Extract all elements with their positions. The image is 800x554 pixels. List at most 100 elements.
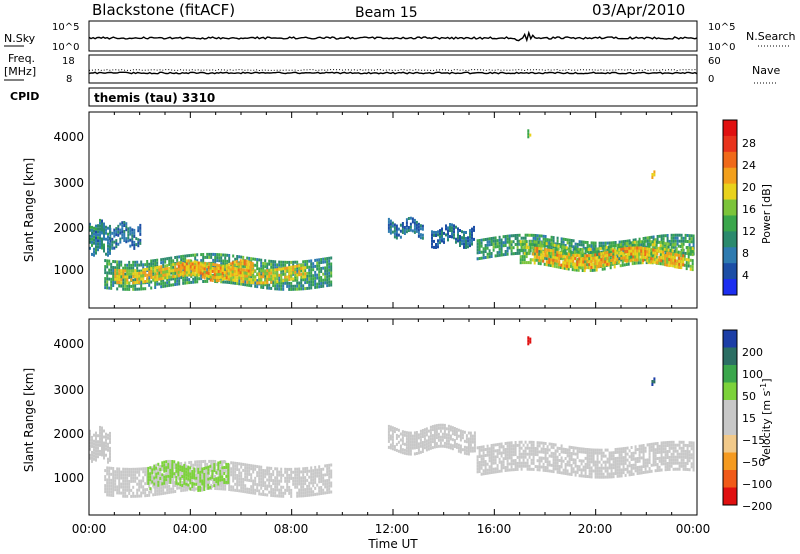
- power-cell: [182, 281, 185, 285]
- power-cell: [150, 270, 153, 274]
- power-cell: [552, 239, 555, 243]
- velocity-cell: [226, 478, 229, 482]
- power-cell: [104, 259, 107, 263]
- power-cell: [525, 243, 528, 247]
- power-cell: [104, 271, 107, 275]
- velocity-cell: [296, 491, 299, 495]
- power-cell: [229, 262, 232, 266]
- power-cell: [314, 282, 317, 286]
- power-cell: [127, 239, 130, 243]
- power-cell: [191, 265, 194, 269]
- power-cell: [172, 272, 175, 276]
- power-cell: [387, 223, 390, 227]
- velocity-cell: [149, 478, 152, 482]
- power-cell: [500, 244, 503, 248]
- power-cell: [602, 263, 605, 267]
- power-cell: [260, 258, 263, 262]
- power-cell: [274, 274, 277, 278]
- velocity-cell: [149, 475, 152, 479]
- velocity-cell: [254, 464, 257, 468]
- velocity-cell: [221, 463, 224, 467]
- power-cell: [659, 262, 662, 266]
- velocity-cell: [236, 486, 239, 489]
- velocity-cell: [153, 485, 156, 489]
- velocity-cell: [158, 465, 161, 469]
- power-cell: [622, 247, 625, 251]
- power-cell: [116, 280, 119, 284]
- power-cell: [197, 273, 200, 277]
- velocity-cell: [506, 456, 509, 460]
- power-cell: [186, 278, 189, 282]
- velocity-cell: [234, 470, 237, 474]
- velocity-cell: [387, 430, 390, 434]
- velocity-cell: [225, 480, 228, 484]
- power-cell: [196, 273, 199, 277]
- power-cell: [268, 269, 271, 272]
- velocity-cell: [498, 469, 501, 473]
- power-cell: [399, 235, 402, 239]
- velocity-cell: [108, 490, 111, 494]
- power-cell: [154, 286, 157, 289]
- power-cell: [296, 287, 299, 291]
- power-cell: [527, 246, 530, 250]
- power-cell: [170, 259, 173, 263]
- velocity-cell: [260, 486, 263, 490]
- velocity-cell: [411, 446, 414, 450]
- power-cell: [496, 239, 499, 243]
- velocity-cell: [250, 488, 253, 492]
- power-cell: [583, 260, 586, 264]
- velocity-cell: [308, 484, 311, 488]
- power-cell: [627, 259, 630, 263]
- power-cell: [190, 253, 193, 257]
- velocity-cell: [500, 445, 503, 449]
- velocity-cell: [478, 464, 481, 467]
- power-cell: [591, 253, 594, 257]
- velocity-cell: [209, 476, 212, 480]
- velocity-cell: [199, 470, 202, 474]
- power-cell: [140, 269, 143, 273]
- power-cell: [235, 263, 238, 266]
- power-cell: [128, 275, 131, 279]
- power-cell: [132, 269, 135, 273]
- velocity-cell: [220, 484, 223, 488]
- power-cell: [129, 244, 132, 248]
- velocity-cell: [106, 484, 109, 488]
- power-cell: [500, 247, 503, 251]
- power-cell: [296, 284, 299, 288]
- power-cell: [612, 241, 615, 245]
- power-cell: [324, 257, 327, 261]
- power-cell: [634, 258, 637, 262]
- power-cell: [409, 216, 412, 220]
- power-cell: [533, 252, 536, 256]
- power-cell: [256, 272, 259, 276]
- power-cell: [602, 257, 605, 261]
- power-cell: [522, 251, 525, 255]
- power-cell: [506, 237, 509, 241]
- velocity-cell: [203, 473, 206, 476]
- velocity-cell: [266, 466, 269, 470]
- velocity-cell: [266, 469, 269, 473]
- velocity-cell: [294, 476, 297, 480]
- velocity-cell: [268, 469, 271, 473]
- power-cell: [535, 243, 538, 247]
- power-cell: [184, 278, 187, 282]
- velocity-cell: [488, 465, 491, 469]
- power-cell: [480, 241, 483, 245]
- power-cell: [302, 275, 305, 279]
- power-cell: [568, 247, 571, 251]
- velocity-cell: [118, 473, 121, 477]
- power-cell: [578, 260, 581, 264]
- power-cell: [190, 267, 193, 271]
- velocity-cell: [500, 463, 503, 467]
- power-cell: [661, 244, 664, 248]
- power-cell: [612, 258, 615, 262]
- power-cell: [550, 235, 553, 239]
- power-cell: [189, 262, 192, 266]
- power-cell: [109, 236, 112, 240]
- power-cell: [270, 268, 273, 272]
- power-cell: [213, 267, 216, 271]
- velocity-cell: [292, 470, 295, 474]
- velocity-cell: [328, 487, 331, 491]
- power-cell: [671, 264, 674, 268]
- power-cell: [482, 253, 485, 257]
